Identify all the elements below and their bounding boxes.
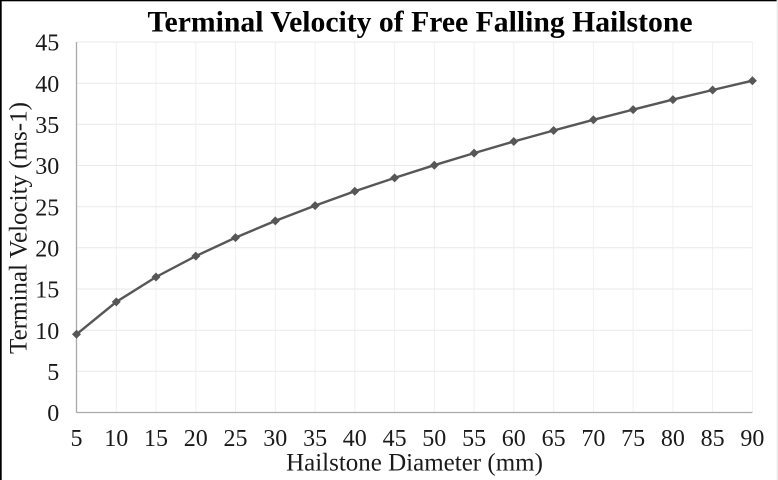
svg-text:65: 65: [542, 426, 566, 452]
svg-text:45: 45: [35, 31, 59, 57]
svg-text:25: 25: [35, 195, 59, 221]
svg-text:5: 5: [47, 360, 59, 386]
svg-text:60: 60: [502, 426, 526, 452]
svg-text:45: 45: [383, 426, 407, 452]
svg-text:10: 10: [104, 426, 128, 452]
svg-text:90: 90: [740, 426, 764, 452]
svg-text:40: 40: [343, 426, 367, 452]
svg-text:20: 20: [184, 426, 208, 452]
svg-text:10: 10: [35, 319, 59, 345]
svg-text:0: 0: [47, 401, 59, 427]
svg-text:55: 55: [462, 426, 486, 452]
svg-text:20: 20: [35, 236, 59, 262]
svg-text:35: 35: [35, 113, 59, 139]
svg-text:30: 30: [263, 426, 287, 452]
svg-text:Terminal Velocity of Free Fall: Terminal Velocity of Free Falling Hailst…: [147, 6, 692, 38]
svg-text:15: 15: [144, 426, 168, 452]
svg-text:35: 35: [303, 426, 327, 452]
svg-text:75: 75: [621, 426, 645, 452]
svg-text:Hailstone Diameter (mm): Hailstone Diameter (mm): [286, 450, 543, 477]
svg-text:70: 70: [581, 426, 605, 452]
svg-text:40: 40: [35, 72, 59, 98]
svg-text:30: 30: [35, 154, 59, 180]
svg-text:50: 50: [422, 426, 446, 452]
svg-text:Terminal Velocity (ms-1): Terminal Velocity (ms-1): [6, 102, 33, 354]
svg-text:80: 80: [661, 426, 685, 452]
svg-text:15: 15: [35, 278, 59, 304]
svg-text:25: 25: [224, 426, 248, 452]
svg-text:85: 85: [701, 426, 725, 452]
svg-text:5: 5: [71, 426, 83, 452]
